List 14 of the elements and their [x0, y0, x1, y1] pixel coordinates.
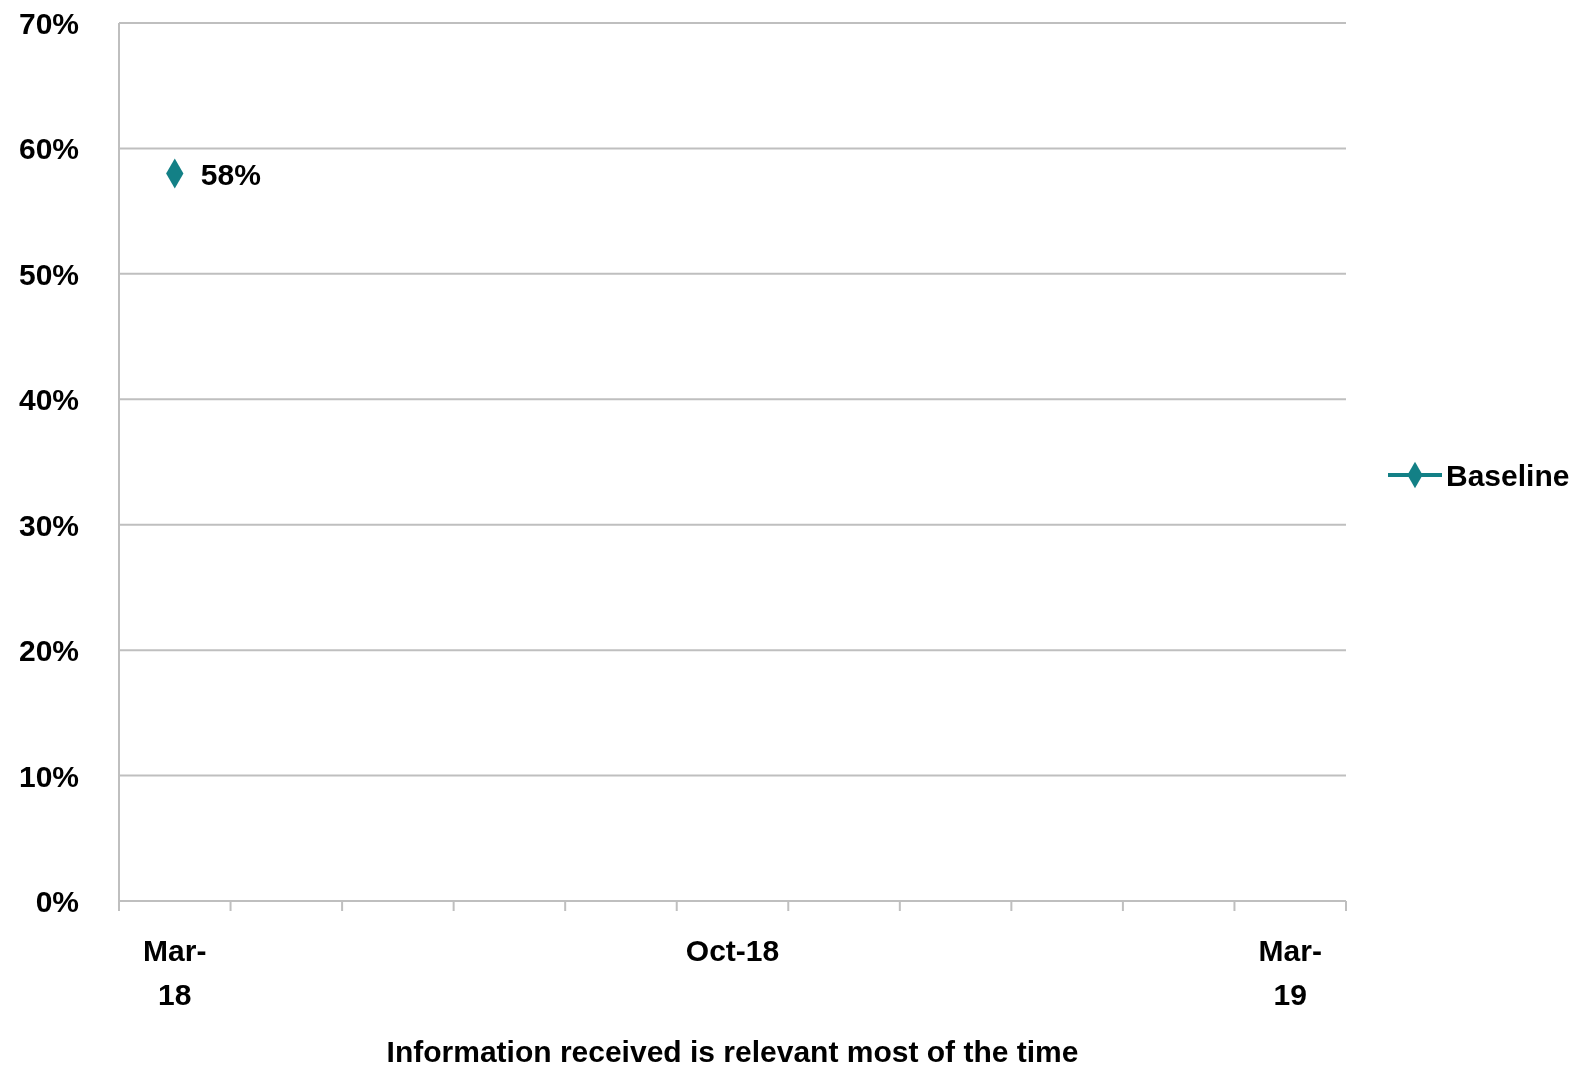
y-tick-label: 40%: [18, 383, 79, 417]
x-tick-label: Mar-18: [143, 934, 207, 1011]
legend-label: Baseline: [1446, 459, 1570, 492]
y-tick-label: 60%: [18, 132, 79, 166]
y-tick-label: 10%: [18, 759, 79, 793]
y-tick-label: 50%: [18, 257, 79, 291]
x-tick-label: Oct-18: [685, 934, 780, 967]
data-label: 58%: [200, 157, 261, 191]
y-tick-label: 30%: [18, 508, 79, 542]
y-tick-label: 0%: [35, 885, 79, 918]
y-tick-label: 70%: [18, 7, 79, 40]
y-tick-label: 20%: [18, 634, 79, 668]
x-axis-title: Information received is relevant most of the time: [386, 1035, 1079, 1068]
x-tick-label: Mar-19: [1258, 934, 1322, 1011]
